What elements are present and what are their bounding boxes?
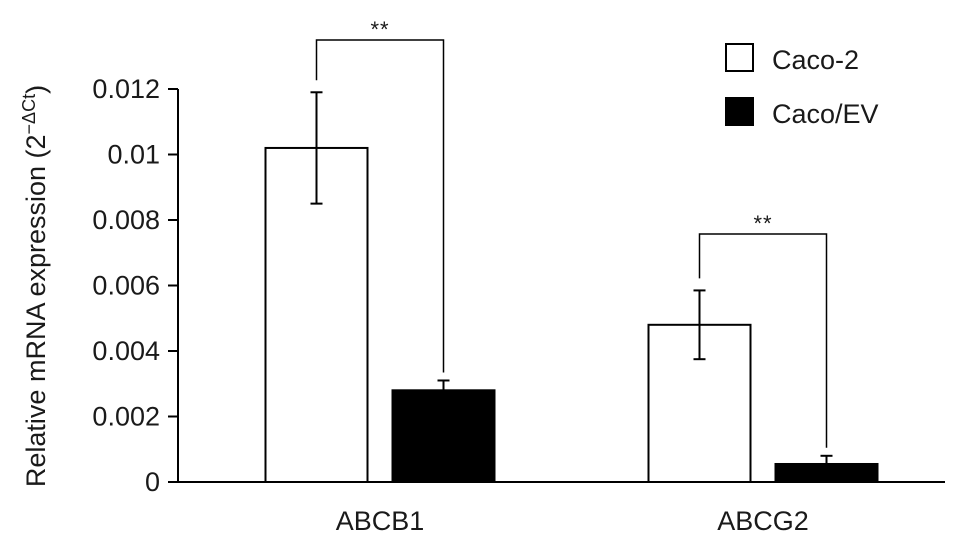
- x-tick-label-abcb1: ABCB1: [336, 506, 425, 536]
- y-tick-label: 0.004: [92, 336, 160, 366]
- y-axis-label-close: ): [21, 85, 51, 94]
- significance-bracket: [698, 233, 828, 448]
- y-tick-label: 0.012: [92, 74, 160, 104]
- y-tick-label: 0.01: [107, 140, 160, 170]
- significance-label: **: [370, 17, 389, 42]
- y-tick-label: 0.006: [92, 271, 160, 301]
- axes-layer: 0 0.002 0.004 0.006 0.008 0.01 0.012 Relative m…: [19, 74, 945, 536]
- legend-swatch-caco2: [725, 43, 754, 72]
- y-axis-label-exponent: −ΔCt: [19, 94, 39, 135]
- legend: Caco-2 Caco/EV: [725, 43, 879, 129]
- significance-layer: ** **: [315, 17, 828, 448]
- bar-abcb1-caco-ev: [391, 389, 496, 483]
- y-tick-label: 0: [145, 467, 160, 497]
- significance-bracket: [315, 39, 445, 373]
- legend-label-caco2: Caco-2: [772, 45, 859, 75]
- legend-label-caco-ev: Caco/EV: [772, 99, 879, 129]
- x-tick-label-abcg2: ABCG2: [717, 506, 809, 536]
- y-tick-label: 0.008: [92, 205, 160, 235]
- y-tick-label: 0.002: [92, 402, 160, 432]
- y-axis-label: Relative mRNA expression (2−ΔCt): [19, 85, 51, 487]
- legend-swatch-caco-ev: [725, 97, 754, 126]
- significance-label: **: [753, 211, 772, 236]
- y-axis-label-main: Relative mRNA expression (2: [21, 134, 51, 487]
- bars-layer: [264, 91, 879, 483]
